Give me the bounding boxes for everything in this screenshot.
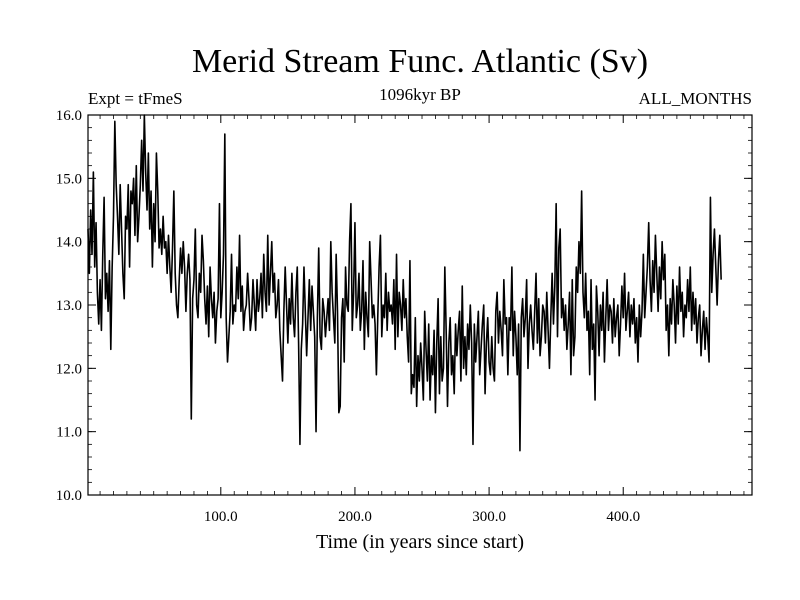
series-group <box>87 114 722 452</box>
plot-frame <box>87 114 753 496</box>
experiment-label: Expt = tFmeS <box>88 89 183 108</box>
x-tick-label: 100.0 <box>204 509 238 525</box>
x-axis: 100.0 200.0 300.0 400.0 <box>99 115 745 525</box>
months-label: ALL_MONTHS <box>639 89 752 108</box>
y-tick-label: 12.0 <box>56 361 82 377</box>
x-tick-label: 300.0 <box>472 509 506 525</box>
y-tick-label: 14.0 <box>56 235 82 251</box>
x-tick-label: 400.0 <box>606 509 640 525</box>
y-tick-label: 13.0 <box>56 298 82 314</box>
chart-title: Merid Stream Func. Atlantic (Sv) <box>192 43 648 80</box>
y-tick-label: 15.0 <box>56 171 82 187</box>
y-tick-label: 16.0 <box>56 108 82 124</box>
series-line <box>87 114 722 452</box>
x-tick-label: 200.0 <box>338 509 372 525</box>
x-axis-label: Time (in years since start) <box>316 531 524 553</box>
y-axis: 10.0 11.0 12.0 13.0 14.0 15.0 16.0 <box>56 108 752 504</box>
period-label: 1096kyr BP <box>379 85 461 104</box>
y-tick-label: 11.0 <box>56 425 82 441</box>
y-tick-label: 10.0 <box>56 488 82 504</box>
